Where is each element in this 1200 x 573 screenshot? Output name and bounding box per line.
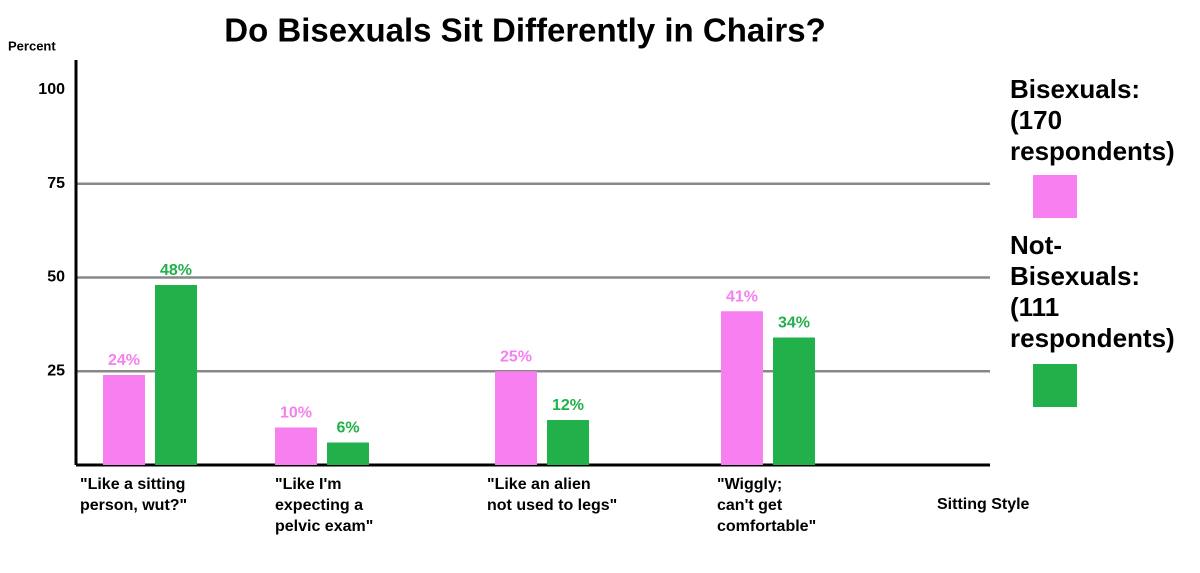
bar (155, 285, 197, 465)
bar (773, 337, 815, 465)
value-label: 12% (552, 397, 584, 414)
chart-title: Do Bisexuals Sit Differently in Chairs? (224, 12, 825, 49)
bar (721, 311, 763, 465)
x-axis-label: Sitting Style (937, 496, 1030, 513)
value-label: 34% (778, 315, 810, 332)
value-label: 41% (726, 288, 758, 305)
x-tick-label: "Like a sitting person, wut?" (80, 476, 188, 514)
x-tick-label: "Wiggly; can't get comfortable" (717, 476, 817, 535)
value-label: 24% (108, 352, 140, 369)
value-label: 25% (500, 348, 532, 365)
value-label: 10% (280, 405, 312, 422)
bar (495, 371, 537, 465)
bar (327, 442, 369, 465)
y-tick-label: 100 (38, 81, 65, 98)
x-tick-label: "Like I'm expecting a pelvic exam" (275, 476, 374, 535)
x-tick-label: "Like an alien not used to legs" (487, 476, 618, 514)
bar (103, 375, 145, 465)
legend-swatch (1033, 364, 1077, 407)
value-label: 48% (160, 262, 192, 279)
y-axis-label: Percent (8, 38, 56, 53)
y-tick-label: 75 (47, 175, 65, 192)
legend-label: Not- Bisexuals: (111 respondents) (1010, 230, 1175, 353)
value-label: 6% (336, 420, 359, 437)
legend-label: Bisexuals: (170 respondents) (1010, 74, 1175, 166)
bar (547, 420, 589, 465)
y-tick-label: 50 (47, 269, 65, 286)
legend-swatch (1033, 175, 1077, 218)
y-tick-label: 25 (47, 362, 65, 379)
bar (275, 427, 317, 465)
